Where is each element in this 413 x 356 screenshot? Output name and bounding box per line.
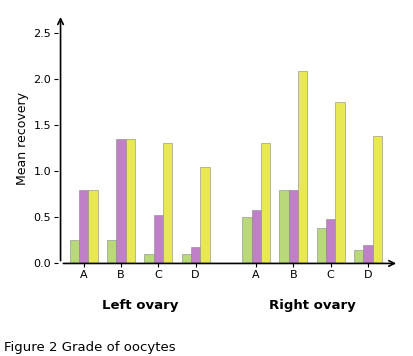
- Bar: [190, 247, 200, 263]
- Bar: [260, 143, 269, 263]
- Bar: [372, 136, 381, 263]
- Bar: [153, 215, 163, 263]
- Bar: [163, 143, 172, 263]
- Bar: [325, 219, 335, 263]
- Bar: [200, 167, 209, 263]
- Bar: [335, 102, 344, 263]
- Text: Figure 2 Grade of oocytes: Figure 2 Grade of oocytes: [4, 341, 176, 354]
- Bar: [288, 190, 297, 263]
- Text: Left ovary: Left ovary: [101, 299, 178, 312]
- Text: Right ovary: Right ovary: [268, 299, 355, 312]
- Bar: [79, 190, 88, 263]
- Bar: [126, 139, 135, 263]
- Bar: [144, 254, 153, 263]
- Bar: [181, 254, 190, 263]
- Bar: [363, 245, 372, 263]
- Bar: [353, 250, 363, 263]
- Bar: [116, 139, 126, 263]
- Bar: [251, 210, 260, 263]
- Bar: [107, 240, 116, 263]
- Bar: [242, 217, 251, 263]
- Bar: [297, 72, 306, 263]
- Bar: [279, 190, 288, 263]
- Y-axis label: Mean recovery: Mean recovery: [16, 92, 29, 185]
- Bar: [316, 228, 325, 263]
- Bar: [88, 190, 97, 263]
- Bar: [70, 240, 79, 263]
